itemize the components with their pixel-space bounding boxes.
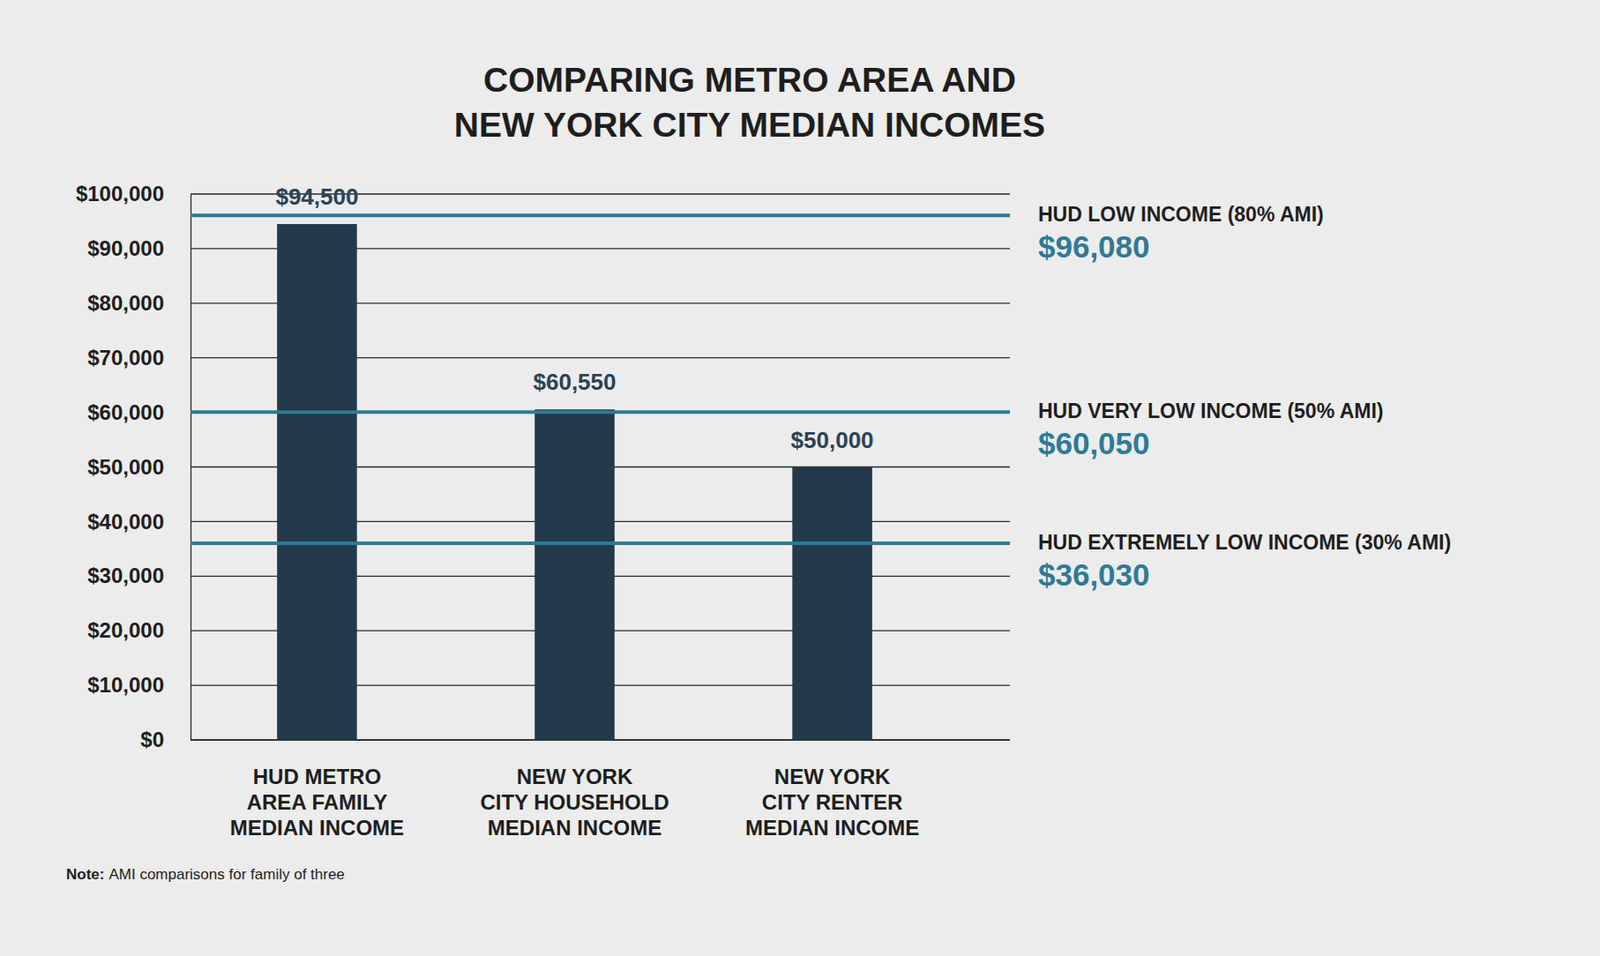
reference-value: $60,050 [1038,426,1151,461]
y-tick: $0 [140,727,191,752]
x-tick: HUD METROAREA FAMILYMEDIAN INCOME [230,740,404,840]
y-tick: $10,000 [87,672,191,697]
x-tick-label-line: NEW YORK [774,764,891,789]
reference-line [190,541,1010,546]
y-tick: $60,000 [87,400,191,425]
title-line: NEW YORK CITY MEDIAN INCOMES [454,105,1046,144]
bar [534,409,615,741]
y-tick-label: $40,000 [87,509,165,534]
bar [276,224,358,741]
x-tick-label-line: HUD METRO [253,764,382,789]
x-tick-label-line: AREA FAMILY [246,790,389,815]
title: COMPARING METRO AREA AND NEW YORK CITY ME… [454,60,1046,144]
y-tick-label: $70,000 [87,345,165,370]
bar [792,467,873,741]
x-tick: NEW YORKCITY HOUSEHOLDMEDIAN INCOME [479,740,669,840]
x-tick-label-line: MEDIAN INCOME [230,815,404,840]
y-tick: $80,000 [87,291,191,315]
x-tick: NEW YORKCITY RENTERMEDIAN INCOME [745,740,920,840]
x-tick-label-line: MEDIAN INCOME [745,815,920,840]
reference-labels: HUD LOW INCOME (80% AMI) $96,080 HUD VERY … [1038,202,1451,592]
y-tick: $70,000 [87,345,191,370]
reference-label: HUD EXTREMELY LOW INCOME (30% AMI) [1038,530,1451,554]
y-tick: $100,000 [75,181,191,206]
x-tick-label-line: NEW YORK [516,764,634,789]
reference-label: HUD LOW INCOME (80% AMI) [1038,202,1324,226]
x-tick-label: HUD METROAREA FAMILYMEDIAN INCOME [230,764,404,840]
title-line: COMPARING METRO AREA AND [483,60,1017,99]
background [0,0,1600,956]
y-tick-label: $30,000 [87,563,165,588]
reference-line [190,213,1010,217]
note: Note:AMI comparisons for family of three [66,866,345,883]
y-tick-label: $100,000 [75,181,165,206]
x-axis: HUD METROAREA FAMILYMEDIAN INCOMENEW YOR… [190,740,1010,840]
note-text: AMI comparisons for family of three [108,866,344,883]
y-tick-label: $90,000 [87,236,165,261]
y-tick-label: $50,000 [87,455,165,479]
reference-value: $96,080 [1038,229,1151,264]
note-label: Note: [66,866,105,883]
x-tick-label-line: CITY RENTER [762,790,904,815]
y-axis-line [190,194,192,741]
data-label: $94,500 [275,183,359,210]
reference-value: $36,030 [1038,557,1151,592]
grid-line [190,411,1010,413]
x-tick-label: NEW YORKCITY HOUSEHOLDMEDIAN INCOME [479,764,669,840]
y-tick-label: $0 [140,727,165,752]
y-tick-label: $20,000 [87,618,165,643]
x-tick-label: NEW YORKCITY RENTERMEDIAN INCOME [745,764,920,840]
data-labels: $94,500 $60,550 $50,000 [275,183,874,453]
y-tick-label: $10,000 [87,672,165,697]
y-tick-label: $60,000 [87,400,165,425]
chart: COMPARING METRO AREA AND NEW YORK CITY ME… [0,0,1600,956]
grid [190,194,1010,741]
plot-area [190,215,1010,741]
y-tick: $20,000 [87,618,191,643]
x-tick-label-line: MEDIAN INCOME [487,815,662,840]
reference-line [190,410,1010,414]
reference-label: HUD VERY LOW INCOME (50% AMI) [1038,399,1384,423]
y-tick: $30,000 [87,563,191,588]
y-axis: $0 $10,000 $20,000 $30,000 $40,000 $50,000 $60… [75,181,192,752]
y-tick: $50,000 [87,455,191,479]
y-tick-label: $80,000 [87,291,165,315]
y-tick: $90,000 [87,236,191,261]
x-tick-label-line: CITY HOUSEHOLD [479,790,669,815]
data-label: $60,550 [533,368,617,396]
y-tick: $40,000 [87,509,191,534]
data-label: $50,000 [791,426,875,454]
